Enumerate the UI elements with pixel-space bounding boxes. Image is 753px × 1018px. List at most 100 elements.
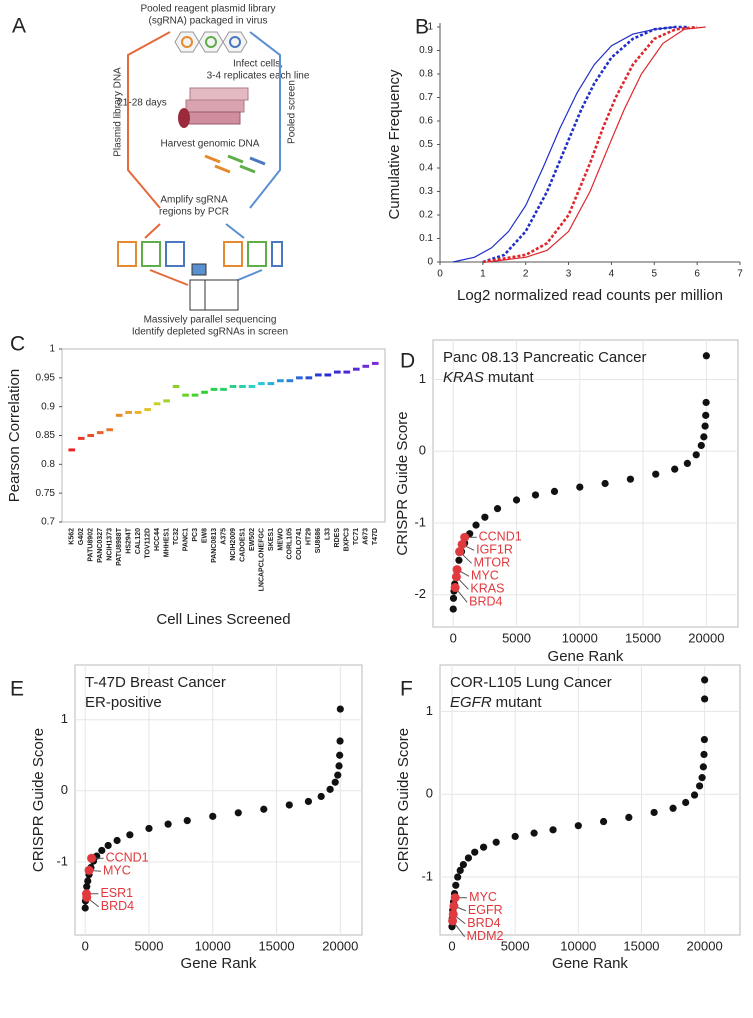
highlight-point	[448, 909, 458, 919]
gene-point	[652, 470, 660, 478]
x-tick-label: 10000	[560, 938, 596, 953]
x-tick-label: 0	[82, 938, 89, 953]
y-tick-label: 0.75	[36, 488, 56, 499]
y-axis-label: Pearson Correlation	[6, 369, 23, 502]
gene-point	[104, 841, 112, 850]
x-tick-label: 5	[652, 269, 658, 280]
gene-point	[530, 829, 538, 837]
gene-point	[671, 465, 679, 473]
panel-a: A Pooled reagent plasmid library (sgRNA)…	[12, 4, 310, 338]
x-tick-label: 0	[448, 938, 455, 953]
y-tick-label: -1	[414, 514, 426, 529]
gene-point	[98, 846, 106, 855]
diagram-text: Pooled reagent plasmid library	[140, 4, 275, 15]
gene-point	[683, 459, 691, 468]
plot-frame	[439, 664, 741, 936]
diagram-text: 3-4 replicates each line	[207, 71, 310, 82]
gene-point	[702, 398, 710, 407]
y-tick-label: 0.3	[419, 186, 433, 197]
y-axis-label: CRISPR Guide Score	[394, 411, 411, 555]
gene-point	[449, 605, 457, 613]
panel-f: F -1 0 1 0 5000 10000 15000 20000 Gene Rank CRISPR…	[395, 664, 741, 972]
gene-point	[145, 824, 153, 833]
gene-point	[650, 808, 658, 817]
gene-point	[472, 521, 480, 529]
gene-point	[511, 832, 519, 841]
gene-point	[682, 798, 690, 807]
gene-point	[335, 762, 343, 770]
gene-label: CCND1	[479, 530, 522, 544]
gene-point	[698, 774, 706, 782]
gene-point	[454, 873, 462, 881]
x-tick-label: PATU8902	[88, 528, 95, 562]
gene-point	[700, 750, 708, 759]
panel-e: E -1 0 1 0 5000 10000 15000 20000 Gene Rank CRISPR…	[10, 664, 363, 972]
plot-frame	[432, 339, 739, 628]
panel-d: D -2 -1 0 1 0 5000 10000 15000 20000 Gene Rank CRIS…	[394, 339, 739, 665]
y-tick-label: -2	[414, 586, 426, 601]
panel-letter: F	[400, 678, 413, 701]
panel-letter: A	[12, 15, 26, 38]
x-tick-label: MEWO	[277, 527, 284, 550]
x-tick-label: 20000	[687, 938, 723, 953]
x-tick-label: 0	[450, 630, 457, 645]
x-tick-label: 15000	[258, 938, 294, 953]
x-tick-label: 5000	[501, 938, 530, 953]
y-tick-label: 0.4	[419, 163, 433, 174]
x-tick-label: 20000	[688, 630, 724, 645]
chart-subtitle: ER-positive	[85, 694, 162, 711]
diagram-text: Massively parallel sequencing	[144, 315, 277, 326]
x-tick-label: 15000	[625, 630, 661, 645]
x-tick-label: A375	[220, 528, 227, 545]
gene-point	[260, 805, 268, 813]
gene-point	[471, 848, 479, 856]
gene-label: BRD4	[467, 916, 500, 930]
diagram-text: (sgRNA) packaged in virus	[149, 16, 268, 27]
gene-point	[304, 797, 313, 806]
highlight-point	[457, 539, 467, 549]
gene-point	[464, 854, 473, 862]
x-tick-label: TOV112D	[144, 528, 151, 559]
x-tick-label: RDES	[334, 528, 341, 548]
x-tick-label: 10000	[195, 938, 231, 953]
gene-label: MYC	[103, 864, 131, 878]
y-tick-label: 0.9	[41, 401, 55, 412]
gene-point	[701, 422, 709, 430]
chart-title: COR-L105 Lung Cancer	[450, 674, 612, 691]
culture-plates	[178, 87, 249, 128]
gene-point	[700, 433, 708, 441]
gene-point	[697, 441, 705, 450]
y-tick-label: 0.8	[41, 459, 55, 470]
panel-c: C 0.7 0.75 0.8 0.85 0.9 0.95 1 Cell Lines Screen…	[6, 333, 386, 628]
x-tick-label: PANC0813	[211, 528, 218, 563]
cdf-line	[452, 26, 676, 263]
plot-frame	[74, 664, 363, 936]
x-tick-label: 5000	[502, 630, 531, 645]
gene-point	[574, 822, 582, 830]
panel-letter: E	[10, 678, 24, 701]
diagram-text: regions by PCR	[159, 207, 229, 218]
gene-label: KRAS	[470, 582, 504, 596]
gene-label: BRD4	[469, 595, 502, 609]
chart-subtitle: KRAS mutant	[443, 369, 535, 386]
x-tick-label: NCIH1373	[107, 528, 114, 561]
y-tick-label: -1	[421, 868, 433, 883]
x-tick-label: K562	[69, 528, 76, 545]
gene-point	[493, 505, 502, 513]
gene-point	[336, 705, 344, 713]
y-tick-label: 0.1	[419, 233, 433, 244]
diagram-text: Identify depleted sgRNAs in screen	[132, 327, 288, 338]
gene-point	[601, 479, 609, 488]
virus-icons	[174, 31, 248, 53]
gene-point	[334, 771, 342, 779]
diagram-text: Pooled screen	[287, 80, 298, 144]
gene-label: ESR1	[100, 886, 133, 900]
gene-point	[481, 513, 489, 521]
y-axis-label: CRISPR Guide Score	[395, 728, 412, 872]
y-tick-label: 0.95	[36, 372, 56, 383]
gene-point	[456, 866, 464, 874]
gene-label: MDM2	[467, 929, 504, 943]
x-tick-label: CADOES1	[239, 528, 246, 562]
gene-point	[336, 751, 344, 759]
y-tick-label: 1	[419, 371, 426, 386]
